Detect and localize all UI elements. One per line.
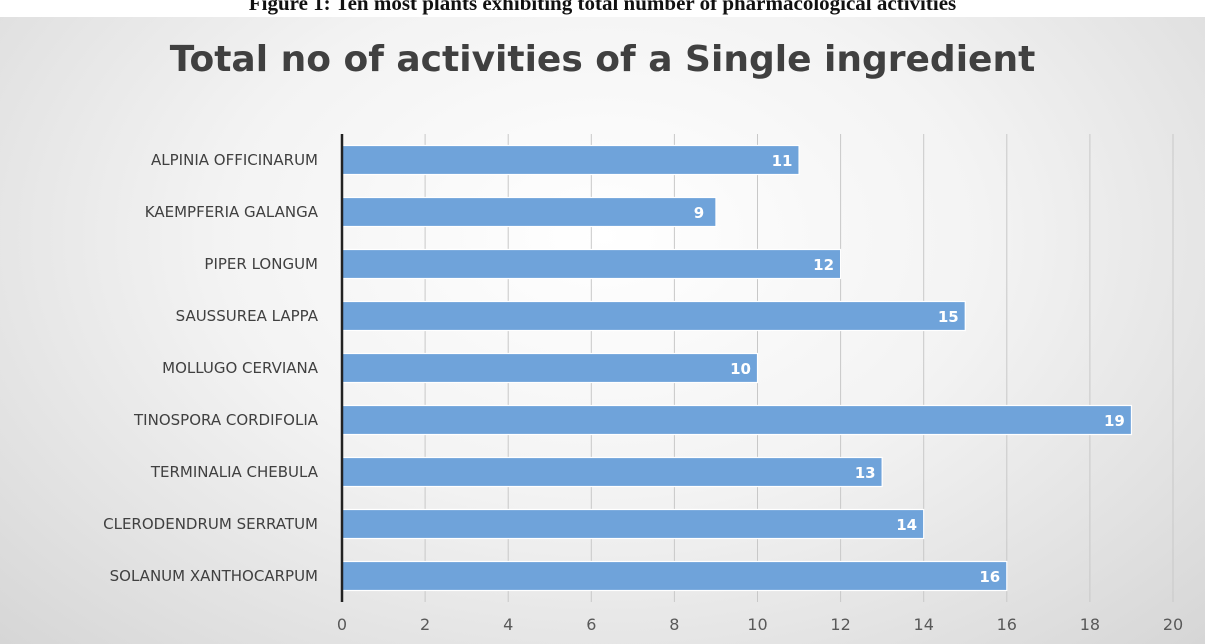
category-label: KAEMPFERIA GALANGA <box>145 203 319 221</box>
x-tick-label: 16 <box>997 615 1017 634</box>
bar-chart: ALPINIA OFFICINARUM 11 KAEMPFERIA GALANGA 9… <box>103 134 1183 634</box>
x-tick-label: 18 <box>1080 615 1100 634</box>
data-label: 11 <box>772 152 793 170</box>
figure-caption: Figure 1: Ten most plants exhibiting tot… <box>248 0 957 15</box>
category-label: MOLLUGO CERVIANA <box>162 359 319 377</box>
data-label: 13 <box>855 464 876 482</box>
x-tick-label: 12 <box>830 615 850 634</box>
bar <box>341 196 717 228</box>
data-label: 16 <box>979 568 1000 586</box>
data-label: 10 <box>730 360 751 378</box>
data-label: 19 <box>1104 412 1125 430</box>
x-tick-label: 2 <box>420 615 430 634</box>
bar <box>341 404 1133 436</box>
chart-panel: Total no of activities of a Single ingre… <box>0 17 1205 644</box>
x-tick-label: 10 <box>747 615 767 634</box>
data-label: 9 <box>694 204 704 222</box>
x-tick-label: 14 <box>914 615 934 634</box>
data-label: 15 <box>938 308 959 326</box>
x-tick-label: 0 <box>337 615 347 634</box>
bar <box>341 456 883 488</box>
x-tick-label: 4 <box>503 615 513 634</box>
category-label: ALPINIA OFFICINARUM <box>151 151 318 169</box>
data-label: 14 <box>896 516 917 534</box>
bar <box>341 508 925 540</box>
data-label: 12 <box>813 256 834 274</box>
category-label: SAUSSUREA LAPPA <box>176 307 319 325</box>
bar <box>341 248 842 280</box>
x-tick-label: 8 <box>669 615 679 634</box>
bar <box>341 352 759 384</box>
category-label: TERMINALIA CHEBULA <box>150 463 319 481</box>
bar <box>341 560 1008 592</box>
category-label: CLERODENDRUM SERRATUM <box>103 515 318 533</box>
x-tick-label: 6 <box>586 615 596 634</box>
x-tick-label: 20 <box>1163 615 1183 634</box>
category-label: PIPER LONGUM <box>204 255 318 273</box>
chart-title: Total no of activities of a Single ingre… <box>169 39 1036 80</box>
category-label: TINOSPORA CORDIFOLIA <box>133 411 319 429</box>
bar <box>341 144 800 176</box>
bar <box>341 300 966 332</box>
category-label: SOLANUM XANTHOCARPUM <box>110 567 318 585</box>
